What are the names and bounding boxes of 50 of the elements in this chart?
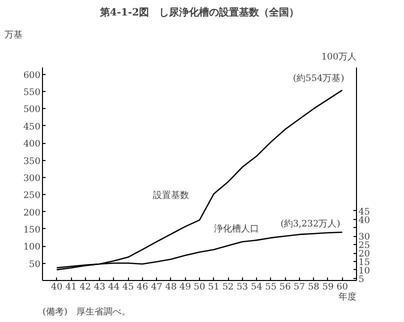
x-tick-label: 57: [294, 282, 306, 292]
text: (備考) 厚生省調べ。: [42, 306, 131, 318]
y-tick-label: 50: [29, 260, 41, 270]
x-tick-label: 40: [51, 282, 63, 292]
x-tick-label: 50: [194, 282, 206, 292]
x-tick-label: 49: [180, 282, 192, 292]
y2-tick-label: 30: [358, 232, 370, 243]
x-tick-label: 41: [65, 282, 77, 292]
y-axis-title: 万基: [4, 30, 22, 40]
y2-axis-title: 100万人: [321, 52, 357, 62]
x-tick-label: 53: [236, 282, 248, 292]
x-tick-label: 46: [136, 282, 148, 292]
x-tick-label: 42: [80, 282, 92, 292]
x-tick-label: 45: [122, 282, 134, 292]
annotation: (約3,232万人): [280, 218, 340, 230]
y-tick-label: 100: [23, 242, 41, 253]
x-tick-label: 59: [322, 282, 334, 292]
text: 設置基数: [152, 190, 189, 201]
x-tick-label: 52: [222, 282, 234, 292]
x-tick-label: 58: [308, 282, 320, 292]
y2-tick-label: 25: [358, 241, 370, 252]
y-tick-label: 500: [23, 105, 41, 116]
x-tick-label: 44: [108, 282, 120, 292]
y-tick-label: 550: [23, 88, 41, 98]
x-tick-label: 51: [208, 282, 220, 292]
y-tick-label: 300: [23, 174, 41, 184]
x-tick-label: 60: [336, 282, 348, 292]
x-tick-label: 56: [279, 282, 292, 292]
annotation: (約554万基): [293, 73, 344, 84]
y-tick-label: 250: [23, 191, 41, 202]
y-tick-label: 150: [23, 225, 41, 236]
y-tick-label: 400: [23, 140, 41, 150]
x-tick-label: 43: [94, 282, 106, 292]
x-tick-label: 48: [165, 282, 177, 292]
series-label: 浄化槽人口: [214, 223, 259, 234]
y2-tick-label: 10: [358, 266, 370, 276]
y2-tick-label: 15: [358, 258, 370, 268]
x-tick-label: 47: [150, 282, 163, 292]
y-tick-label: 200: [23, 208, 41, 218]
y2-tick-label: 40: [358, 216, 370, 226]
x-tick-label: 55: [265, 282, 277, 292]
x-tick-label: 54: [250, 282, 263, 292]
y-tick-label: 450: [23, 122, 41, 132]
chart-title: 第4-1-2図 し尿浄化槽の設置基数（全国）: [98, 6, 300, 18]
y-tick-label: 350: [23, 156, 41, 167]
y-tick-label: 600: [23, 70, 41, 81]
y2-tick-label: 5: [358, 274, 364, 285]
x-axis-title: 年度: [338, 292, 356, 302]
y2-tick-label: 20: [358, 250, 370, 260]
y2-tick-label: 45: [358, 207, 370, 218]
